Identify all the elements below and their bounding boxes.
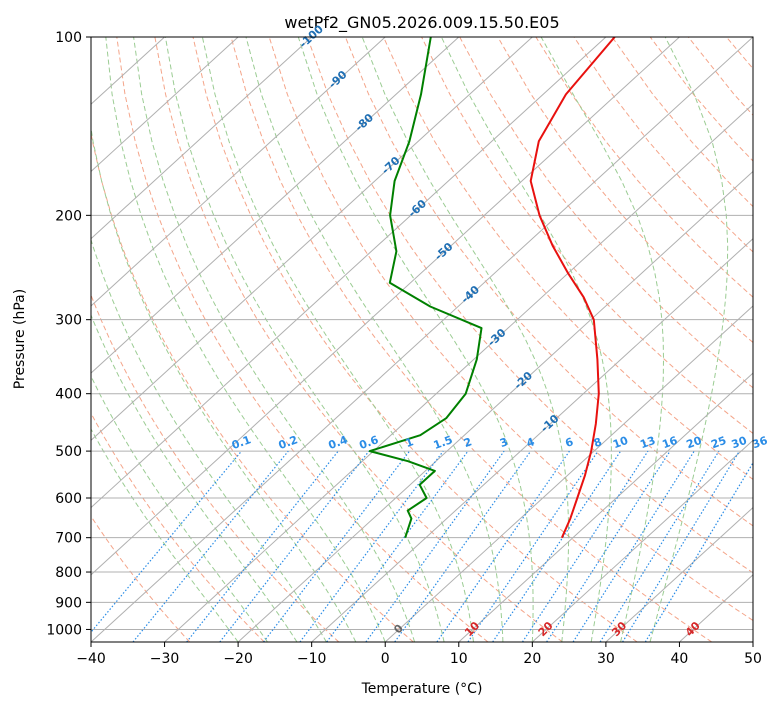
mixing-ratio-line xyxy=(366,451,504,642)
skewt-background-lines xyxy=(0,37,775,642)
isotherm-line xyxy=(753,37,775,642)
mixing-ratio-line xyxy=(437,451,570,642)
mixing-ratio-line xyxy=(573,451,694,642)
y-axis-label: Pressure (hPa) xyxy=(12,289,28,389)
dry-adiabat-line xyxy=(688,37,775,642)
mixing-ratio-line xyxy=(623,451,740,642)
x-tick-label: −40 xyxy=(76,651,106,667)
x-tick-label: 40 xyxy=(671,651,689,667)
mixing-ratio-line xyxy=(300,451,443,642)
mixing-ratio-line xyxy=(83,451,242,642)
x-tick-label: −30 xyxy=(150,651,180,667)
isotherm-line xyxy=(0,37,385,642)
y-tick-label: 500 xyxy=(55,444,82,460)
x-tick-label: −10 xyxy=(297,651,327,667)
mixing-ratio-line xyxy=(600,451,719,642)
mixing-ratio-label: 30 xyxy=(730,434,749,452)
mixing-ratio-label: 20 xyxy=(685,434,704,452)
x-axis-label: Temperature (°C) xyxy=(361,681,483,697)
x-tick-label: 20 xyxy=(523,651,541,667)
dry-adiabat-line xyxy=(650,37,775,642)
mixing-ratio-label: 16 xyxy=(660,434,679,452)
y-tick-label: 100 xyxy=(55,30,82,46)
dry-adiabat-line xyxy=(193,37,637,642)
mixing-ratio-label: 1.5 xyxy=(432,433,455,452)
y-tick-label: 700 xyxy=(55,531,82,547)
dry-adiabat-line xyxy=(765,37,775,642)
y-tick-label: 1000 xyxy=(46,622,82,638)
mixing-ratio-line xyxy=(220,451,369,642)
mixing-ratio-label: 6 xyxy=(563,435,575,450)
isotherm-line xyxy=(0,37,459,642)
mixing-ratio-label: 25 xyxy=(709,434,728,451)
mixing-ratio-label: 8 xyxy=(592,435,604,450)
mixing-ratio-label: 10 xyxy=(611,434,630,452)
dry-adiabat-line xyxy=(726,37,775,642)
y-tick-label: 800 xyxy=(55,565,82,581)
mixing-ratio-label: 3 xyxy=(498,435,510,450)
x-tick-label: 0 xyxy=(381,651,390,667)
y-tick-label: 200 xyxy=(55,208,82,224)
mixing-ratio-label: 2 xyxy=(462,435,474,450)
dry-adiabat-line xyxy=(498,37,775,642)
isotherm-line xyxy=(17,37,679,642)
moist-adiabat-line xyxy=(165,37,444,642)
y-tick-label: 900 xyxy=(55,595,82,611)
mixing-ratio-line xyxy=(133,451,288,642)
dry-adiabat-line xyxy=(536,37,775,642)
mixing-ratio-line xyxy=(264,451,410,642)
y-tick-label: 600 xyxy=(55,491,82,507)
skewt-profiles xyxy=(370,37,615,538)
mixing-ratio-label: 0.4 xyxy=(327,433,350,452)
y-tick-label: 300 xyxy=(55,313,82,329)
moist-adiabat-line xyxy=(81,37,356,642)
x-tick-label: −20 xyxy=(223,651,253,667)
chart-title: wetPf2_GN05.2026.009.15.50.E05 xyxy=(284,13,559,33)
x-tick-label: 30 xyxy=(597,651,615,667)
dry-adiabat-line xyxy=(612,37,775,642)
mixing-ratio-label: 13 xyxy=(638,434,657,451)
isotherm-line xyxy=(0,37,312,642)
dry-adiabat-line xyxy=(574,37,775,642)
isotherm-line xyxy=(91,37,753,642)
moist-adiabat-line xyxy=(19,37,268,642)
dry-adiabat-line xyxy=(345,37,775,642)
x-tick-label: 10 xyxy=(450,651,468,667)
dry-adiabat-line xyxy=(269,37,775,642)
mixing-ratio-line xyxy=(327,451,468,642)
mixing-ratio-line xyxy=(493,451,621,642)
moist-adiabat-line xyxy=(134,37,415,642)
moist-adiabat-line xyxy=(541,37,663,642)
x-tick-label: 50 xyxy=(744,651,762,667)
moist-adiabat-line xyxy=(0,37,238,642)
y-tick-label: 400 xyxy=(55,387,82,403)
mixing-ratio-label: 4 xyxy=(525,435,537,450)
dry-adiabat-line xyxy=(422,37,775,642)
isotherm-line xyxy=(0,37,238,642)
moist-adiabat-line xyxy=(441,37,611,642)
mixing-ratio-label: 0.1 xyxy=(230,433,253,452)
dewpoint-profile xyxy=(370,37,482,538)
mixing-ratio-label: 0.2 xyxy=(277,433,300,452)
